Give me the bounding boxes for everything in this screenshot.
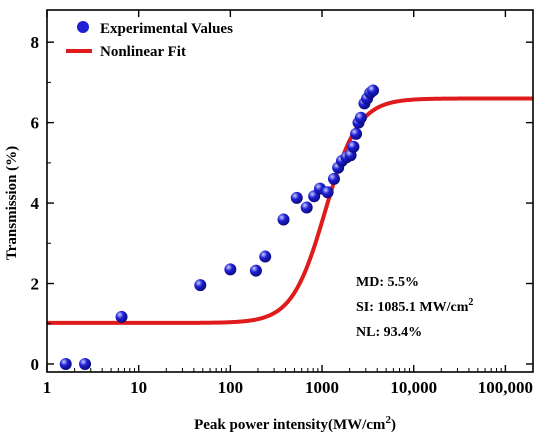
data-point <box>79 357 92 370</box>
x-tick-label: 10 <box>130 378 147 397</box>
x-tick-label: 1 <box>43 378 52 397</box>
x-axis-label: Peak power intensity(MW/cm2) <box>194 414 396 433</box>
annotation-nl: NL: 93.4% <box>356 325 422 340</box>
axis-ticks: 1 10 100 1000 10,000 100,000 0 2 4 6 8 <box>31 10 533 397</box>
data-point <box>350 127 363 140</box>
legend-label-fit: Nonlinear Fit <box>100 44 186 60</box>
annotation-md: MD: 5.5% <box>356 275 419 290</box>
data-point <box>277 213 290 226</box>
data-point <box>194 279 207 292</box>
x-tick-label: 100 <box>218 378 244 397</box>
data-point <box>347 140 360 153</box>
legend-marker <box>77 21 89 33</box>
data-points-layer <box>59 84 380 370</box>
plot-frame <box>46 9 534 373</box>
data-point <box>259 250 272 263</box>
data-point <box>327 172 340 185</box>
y-tick-label: 0 <box>31 355 40 374</box>
y-tick-label: 2 <box>31 275 40 294</box>
y-axis-label: Transmission (%) <box>4 146 20 260</box>
annotation-si: SI: 1085.1 MW/cm2 <box>356 297 473 315</box>
y-tick-label: 4 <box>31 194 40 213</box>
legend-item-fit: Nonlinear Fit <box>66 44 186 60</box>
y-tick-label: 6 <box>31 114 40 133</box>
x-tick-label: 100,000 <box>478 378 533 397</box>
legend-label-experimental: Experimental Values <box>100 21 233 37</box>
y-tick-label: 8 <box>31 33 40 52</box>
data-point <box>224 263 237 276</box>
x-tick-label: 10,000 <box>390 378 437 397</box>
data-point <box>249 264 262 277</box>
fit-parameters: MD: 5.5% SI: 1085.1 MW/cm2 NL: 93.4% <box>356 275 473 340</box>
data-point <box>321 186 334 199</box>
legend: Experimental Values Nonlinear Fit <box>66 21 233 60</box>
data-point <box>115 310 128 323</box>
data-point <box>59 357 72 370</box>
fit-curve-layer <box>46 96 534 325</box>
fit-curve-line <box>46 96 534 325</box>
plot-border <box>46 9 534 373</box>
x-tick-label: 1000 <box>305 378 339 397</box>
data-point <box>367 84 380 97</box>
data-point <box>300 201 313 214</box>
data-point <box>290 191 303 204</box>
data-point <box>354 111 367 124</box>
legend-item-experimental: Experimental Values <box>77 21 233 37</box>
